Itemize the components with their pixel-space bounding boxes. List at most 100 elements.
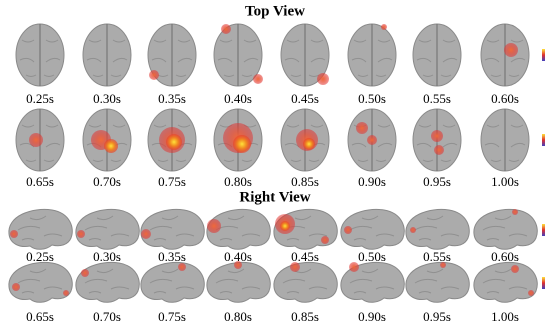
time-label: 0.95s bbox=[423, 174, 451, 189]
brain bbox=[75, 261, 140, 303]
gyri bbox=[351, 39, 393, 77]
activation bbox=[344, 226, 352, 234]
time-label: 0.75s bbox=[158, 309, 186, 324]
brain bbox=[147, 23, 197, 87]
time-label: 0.55s bbox=[423, 249, 451, 264]
time-label: 0.30s bbox=[93, 249, 121, 264]
activation bbox=[280, 221, 290, 231]
activation bbox=[440, 262, 446, 268]
gyri bbox=[349, 215, 395, 241]
gyri bbox=[17, 215, 63, 241]
activation bbox=[381, 24, 387, 30]
activation bbox=[104, 139, 118, 153]
colorbar bbox=[542, 224, 545, 236]
time-label: 0.25s bbox=[26, 91, 54, 106]
activation bbox=[63, 290, 69, 296]
gyri bbox=[215, 215, 261, 241]
time-label: 0.50s bbox=[358, 91, 386, 106]
gyri bbox=[416, 39, 458, 77]
activation bbox=[149, 70, 159, 80]
time-label: 0.65s bbox=[26, 309, 54, 324]
activation bbox=[178, 263, 186, 271]
brain bbox=[412, 108, 462, 172]
gyri bbox=[215, 268, 261, 294]
panels: Top View 0.25s 0.30s 0.35s 0.40s 0.45s 0.50s 0.… bbox=[8, 3, 545, 324]
gyri bbox=[482, 215, 528, 241]
time-label: 0.80s bbox=[224, 174, 252, 189]
gyri bbox=[149, 215, 195, 241]
colorbar bbox=[542, 134, 545, 146]
brain bbox=[147, 108, 197, 172]
brain bbox=[213, 23, 263, 87]
time-label: 0.40s bbox=[224, 91, 252, 106]
gyri bbox=[482, 268, 528, 294]
time-label: 0.40s bbox=[224, 249, 252, 264]
gyri bbox=[19, 39, 61, 77]
activation bbox=[528, 290, 534, 296]
brain bbox=[15, 23, 65, 87]
brain bbox=[8, 261, 73, 303]
activation bbox=[511, 265, 519, 273]
time-label: 0.35s bbox=[158, 249, 186, 264]
time-label: 1.00s bbox=[491, 174, 519, 189]
section-title: Right View bbox=[239, 189, 310, 205]
activation bbox=[504, 43, 518, 57]
brain bbox=[340, 261, 405, 303]
activation bbox=[434, 145, 444, 155]
time-label: 0.95s bbox=[423, 309, 451, 324]
brain bbox=[82, 23, 132, 87]
brain bbox=[8, 208, 73, 250]
section-title: Top View bbox=[245, 3, 305, 19]
activation bbox=[356, 122, 368, 134]
brain bbox=[140, 208, 205, 250]
brain bbox=[82, 108, 132, 172]
time-label: 0.50s bbox=[358, 249, 386, 264]
brain bbox=[273, 261, 338, 303]
time-label: 0.75s bbox=[158, 174, 186, 189]
time-label: 0.60s bbox=[491, 91, 519, 106]
activation bbox=[321, 236, 329, 244]
activation bbox=[317, 73, 329, 85]
brain bbox=[405, 208, 470, 250]
gyri bbox=[19, 124, 61, 162]
brain bbox=[213, 108, 263, 172]
brain bbox=[347, 23, 397, 87]
activation bbox=[512, 209, 518, 215]
brain bbox=[347, 108, 397, 172]
activation bbox=[77, 230, 85, 238]
activation bbox=[290, 262, 300, 272]
time-label: 0.85s bbox=[291, 309, 319, 324]
activation bbox=[410, 227, 416, 233]
brain bbox=[75, 208, 140, 250]
activation bbox=[81, 269, 89, 277]
activation bbox=[253, 74, 263, 84]
brain bbox=[340, 208, 405, 250]
time-label: 0.35s bbox=[158, 91, 186, 106]
time-label: 0.90s bbox=[358, 174, 386, 189]
gyri bbox=[84, 268, 130, 294]
gyri bbox=[484, 124, 526, 162]
gyri bbox=[484, 39, 526, 77]
brain bbox=[473, 208, 538, 250]
activation bbox=[207, 219, 221, 233]
gyri bbox=[414, 268, 460, 294]
gyri bbox=[217, 39, 259, 77]
gyri bbox=[151, 39, 193, 77]
time-label: 0.45s bbox=[291, 91, 319, 106]
time-label: 0.45s bbox=[291, 249, 319, 264]
brain bbox=[15, 108, 65, 172]
time-label: 0.65s bbox=[26, 174, 54, 189]
activation bbox=[431, 130, 443, 142]
activation bbox=[12, 283, 20, 291]
gyri bbox=[84, 215, 130, 241]
activation bbox=[166, 134, 182, 150]
brain bbox=[405, 261, 470, 303]
activation bbox=[234, 261, 242, 269]
time-label: 0.80s bbox=[224, 309, 252, 324]
time-label: 0.30s bbox=[93, 91, 121, 106]
time-label: 0.60s bbox=[491, 249, 519, 264]
gyri bbox=[17, 268, 63, 294]
time-label: 0.55s bbox=[423, 91, 451, 106]
colorbar bbox=[542, 49, 545, 61]
